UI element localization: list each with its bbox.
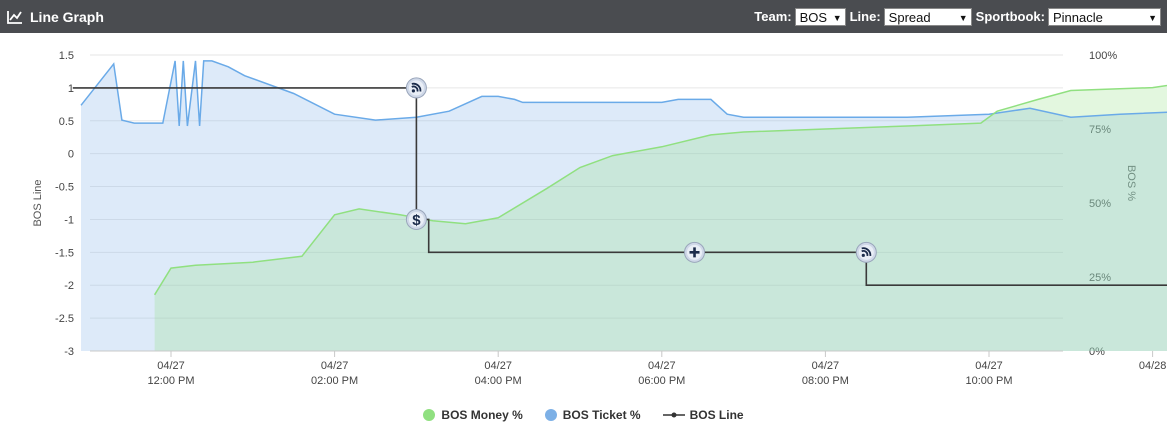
plus-icon[interactable] bbox=[684, 241, 706, 263]
title-wrap: Line Graph bbox=[7, 0, 104, 33]
svg-text:$: $ bbox=[412, 212, 421, 229]
sportbook-select[interactable]: Pinnacle ▼ bbox=[1048, 7, 1161, 26]
legend-item-line[interactable]: BOS Line bbox=[662, 408, 744, 422]
x-tick-time: 02:00 PM bbox=[311, 375, 358, 387]
chart-title: Line Graph bbox=[30, 8, 104, 25]
y-tick-label: -1 bbox=[64, 214, 74, 226]
line-label: Line: bbox=[849, 9, 881, 24]
chevron-down-icon: ▼ bbox=[958, 12, 968, 23]
line-select[interactable]: Spread ▼ bbox=[883, 7, 972, 26]
chart-legend: BOS Money % BOS Ticket % BOS Line bbox=[0, 402, 1167, 428]
bos-line bbox=[72, 87, 1167, 286]
y-tick-label: -0.5 bbox=[55, 182, 74, 194]
x-tick-date: 04/27 bbox=[648, 360, 676, 372]
x-tick-time: 04:00 PM bbox=[475, 375, 522, 387]
line-chart: 1.5 1 0.5 0 -0.5 -1 -1.5 -2 -2.5 -3 100% 75% 50% 25% 0… bbox=[32, 50, 1167, 387]
rss-icon[interactable] bbox=[405, 77, 427, 99]
x-tick-time: 08:00 PM bbox=[802, 375, 849, 387]
team-select-value: BOS bbox=[799, 9, 828, 25]
y2-tick-label: 100% bbox=[1089, 50, 1117, 62]
legend-money-dot bbox=[423, 409, 436, 421]
x-tick-date: 04/27 bbox=[812, 360, 840, 372]
team-select[interactable]: BOS ▼ bbox=[794, 7, 846, 26]
x-tick-time: 10:00 PM bbox=[965, 375, 1012, 387]
chevron-down-icon: ▼ bbox=[832, 12, 842, 23]
legend-line-marker bbox=[662, 412, 685, 418]
x-tick-date: 04/27 bbox=[157, 360, 185, 372]
y2-tick-label: 50% bbox=[1089, 198, 1111, 210]
y-tick-label: 0 bbox=[68, 149, 74, 161]
y2-tick-label: 25% bbox=[1089, 272, 1111, 284]
y2-tick-label: 75% bbox=[1089, 124, 1111, 136]
chevron-down-icon: ▼ bbox=[1148, 12, 1157, 23]
x-tick-time: 06:00 PM bbox=[638, 375, 685, 387]
money-line bbox=[153, 84, 1167, 296]
dollar-icon[interactable]: $ bbox=[405, 208, 427, 230]
y-tick-label: 0.5 bbox=[59, 116, 74, 128]
y-tick-label: -2 bbox=[64, 280, 74, 292]
y-tick-label: -1.5 bbox=[55, 247, 74, 259]
y-tick-label: -2.5 bbox=[55, 313, 74, 325]
legend-ticket-label: BOS Ticket % bbox=[562, 408, 641, 422]
y-tick-label: -3 bbox=[64, 346, 74, 358]
x-tick-date: 04/27 bbox=[484, 360, 512, 372]
x-tick-date: 04/28 bbox=[1139, 360, 1167, 372]
line-select-value: Spread bbox=[888, 9, 931, 25]
line-chart-icon bbox=[7, 10, 22, 24]
x-tick-date: 04/27 bbox=[975, 360, 1003, 372]
y2-tick-label: 0% bbox=[1089, 346, 1105, 358]
legend-item-ticket[interactable]: BOS Ticket % bbox=[544, 408, 641, 422]
ticket-area bbox=[81, 60, 1167, 351]
team-label: Team: bbox=[754, 9, 792, 24]
x-tick-date: 04/27 bbox=[321, 360, 349, 372]
chart-controls: Team: BOS ▼ Line: Spread ▼ Sportbook: Pi… bbox=[754, 0, 1161, 33]
y-tick-label: 1 bbox=[68, 83, 74, 95]
legend-ticket-dot bbox=[544, 409, 557, 421]
y-axis-title: BOS Line bbox=[32, 179, 44, 226]
legend-item-money[interactable]: BOS Money % bbox=[423, 408, 523, 422]
rss-icon[interactable] bbox=[855, 241, 877, 263]
ticket-line bbox=[80, 60, 1167, 127]
sportbook-select-value: Pinnacle bbox=[1053, 9, 1103, 25]
y2-axis-title: BOS % bbox=[1125, 165, 1137, 201]
legend-line-label: BOS Line bbox=[689, 408, 744, 422]
y-tick-label: 1.5 bbox=[59, 50, 74, 62]
sportbook-label: Sportbook: bbox=[975, 9, 1045, 24]
chart-header: Line Graph Team: BOS ▼ Line: Spread ▼ Sp… bbox=[0, 0, 1167, 33]
x-tick-time: 12:00 PM bbox=[147, 375, 194, 387]
legend-money-label: BOS Money % bbox=[441, 408, 523, 422]
